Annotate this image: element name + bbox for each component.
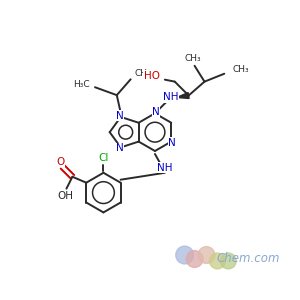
Text: NH: NH xyxy=(157,163,172,173)
Text: N: N xyxy=(152,107,160,117)
Text: Chem.com: Chem.com xyxy=(216,253,280,266)
Polygon shape xyxy=(177,93,189,98)
Text: OH: OH xyxy=(58,190,74,201)
Circle shape xyxy=(209,253,225,269)
Text: CH₃: CH₃ xyxy=(232,65,249,74)
Text: HO: HO xyxy=(144,71,160,81)
Text: O: O xyxy=(56,157,64,167)
Circle shape xyxy=(176,246,194,264)
Text: NH: NH xyxy=(163,92,178,103)
Text: H₃C: H₃C xyxy=(74,80,90,89)
Text: Cl: Cl xyxy=(98,153,109,163)
Circle shape xyxy=(198,247,215,263)
Text: CH₃: CH₃ xyxy=(135,69,151,78)
Circle shape xyxy=(186,250,203,267)
Text: N: N xyxy=(116,111,124,121)
Circle shape xyxy=(220,253,236,269)
Text: N: N xyxy=(168,138,176,148)
Text: CH₃: CH₃ xyxy=(184,54,201,63)
Text: N: N xyxy=(116,143,124,153)
